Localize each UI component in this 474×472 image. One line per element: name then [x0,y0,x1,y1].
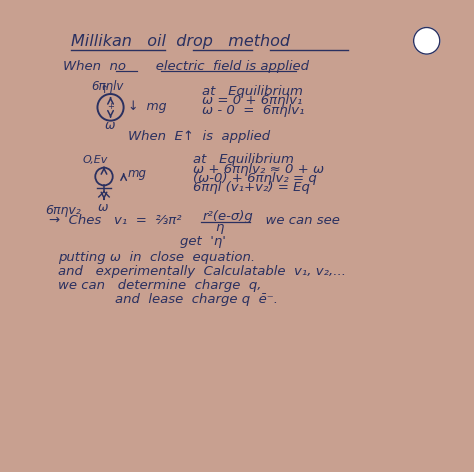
Text: (ω-0) + 6πηlv₂ = q: (ω-0) + 6πηlv₂ = q [193,172,317,185]
Text: and  lease  charge q  ē⁻.: and lease charge q ē⁻. [115,294,278,306]
Text: ω: ω [98,201,109,214]
Text: →  Ches   v₁  =  ⅔π²: → Ches v₁ = ⅔π² [49,214,182,227]
Text: mg: mg [128,168,147,180]
Text: ω + 6πηlv₂ ≈ 0 + ω: ω + 6πηlv₂ ≈ 0 + ω [193,162,325,176]
Text: 1: 1 [423,36,430,46]
Circle shape [414,27,440,54]
Text: we can   determine  charge  q,: we can determine charge q, [58,279,262,292]
Text: Millikan   oil  drop   method: Millikan oil drop method [71,34,290,49]
Text: get  'η': get 'η' [180,235,226,248]
Text: we can see: we can see [256,214,339,227]
Text: ω - 0  =  6πηlv₁: ω - 0 = 6πηlv₁ [202,104,305,117]
Text: ω: ω [105,119,115,133]
Text: O,Ev: O,Ev [82,155,108,165]
Text: and   experimentally  Calculatable  v₁, v₂,...: and experimentally Calculatable v₁, v₂,.… [58,265,346,278]
Text: r²(e-σ)g: r²(e-σ)g [202,211,253,223]
Text: ↓  mg: ↓ mg [128,100,166,112]
Text: 6πηl (v₁+v₂) = Eq: 6πηl (v₁+v₂) = Eq [193,181,310,194]
Text: 6πηlv: 6πηlv [91,80,123,93]
Text: When  E↑  is  applied: When E↑ is applied [128,130,270,143]
Text: ↑: ↑ [100,85,109,95]
Text: η: η [215,220,224,234]
Text: When  no       electric  field is applied: When no electric field is applied [63,60,309,73]
Text: at   Equilibrium: at Equilibrium [202,85,303,98]
Text: at   Equilibrium: at Equilibrium [193,153,294,166]
Text: ω = 0 + 6πηlv₁: ω = 0 + 6πηlv₁ [202,94,302,107]
Text: putting ω  in  close  equation.: putting ω in close equation. [58,251,255,264]
Text: +: + [107,101,114,110]
Text: 6πηv₂: 6πηv₂ [45,204,81,217]
